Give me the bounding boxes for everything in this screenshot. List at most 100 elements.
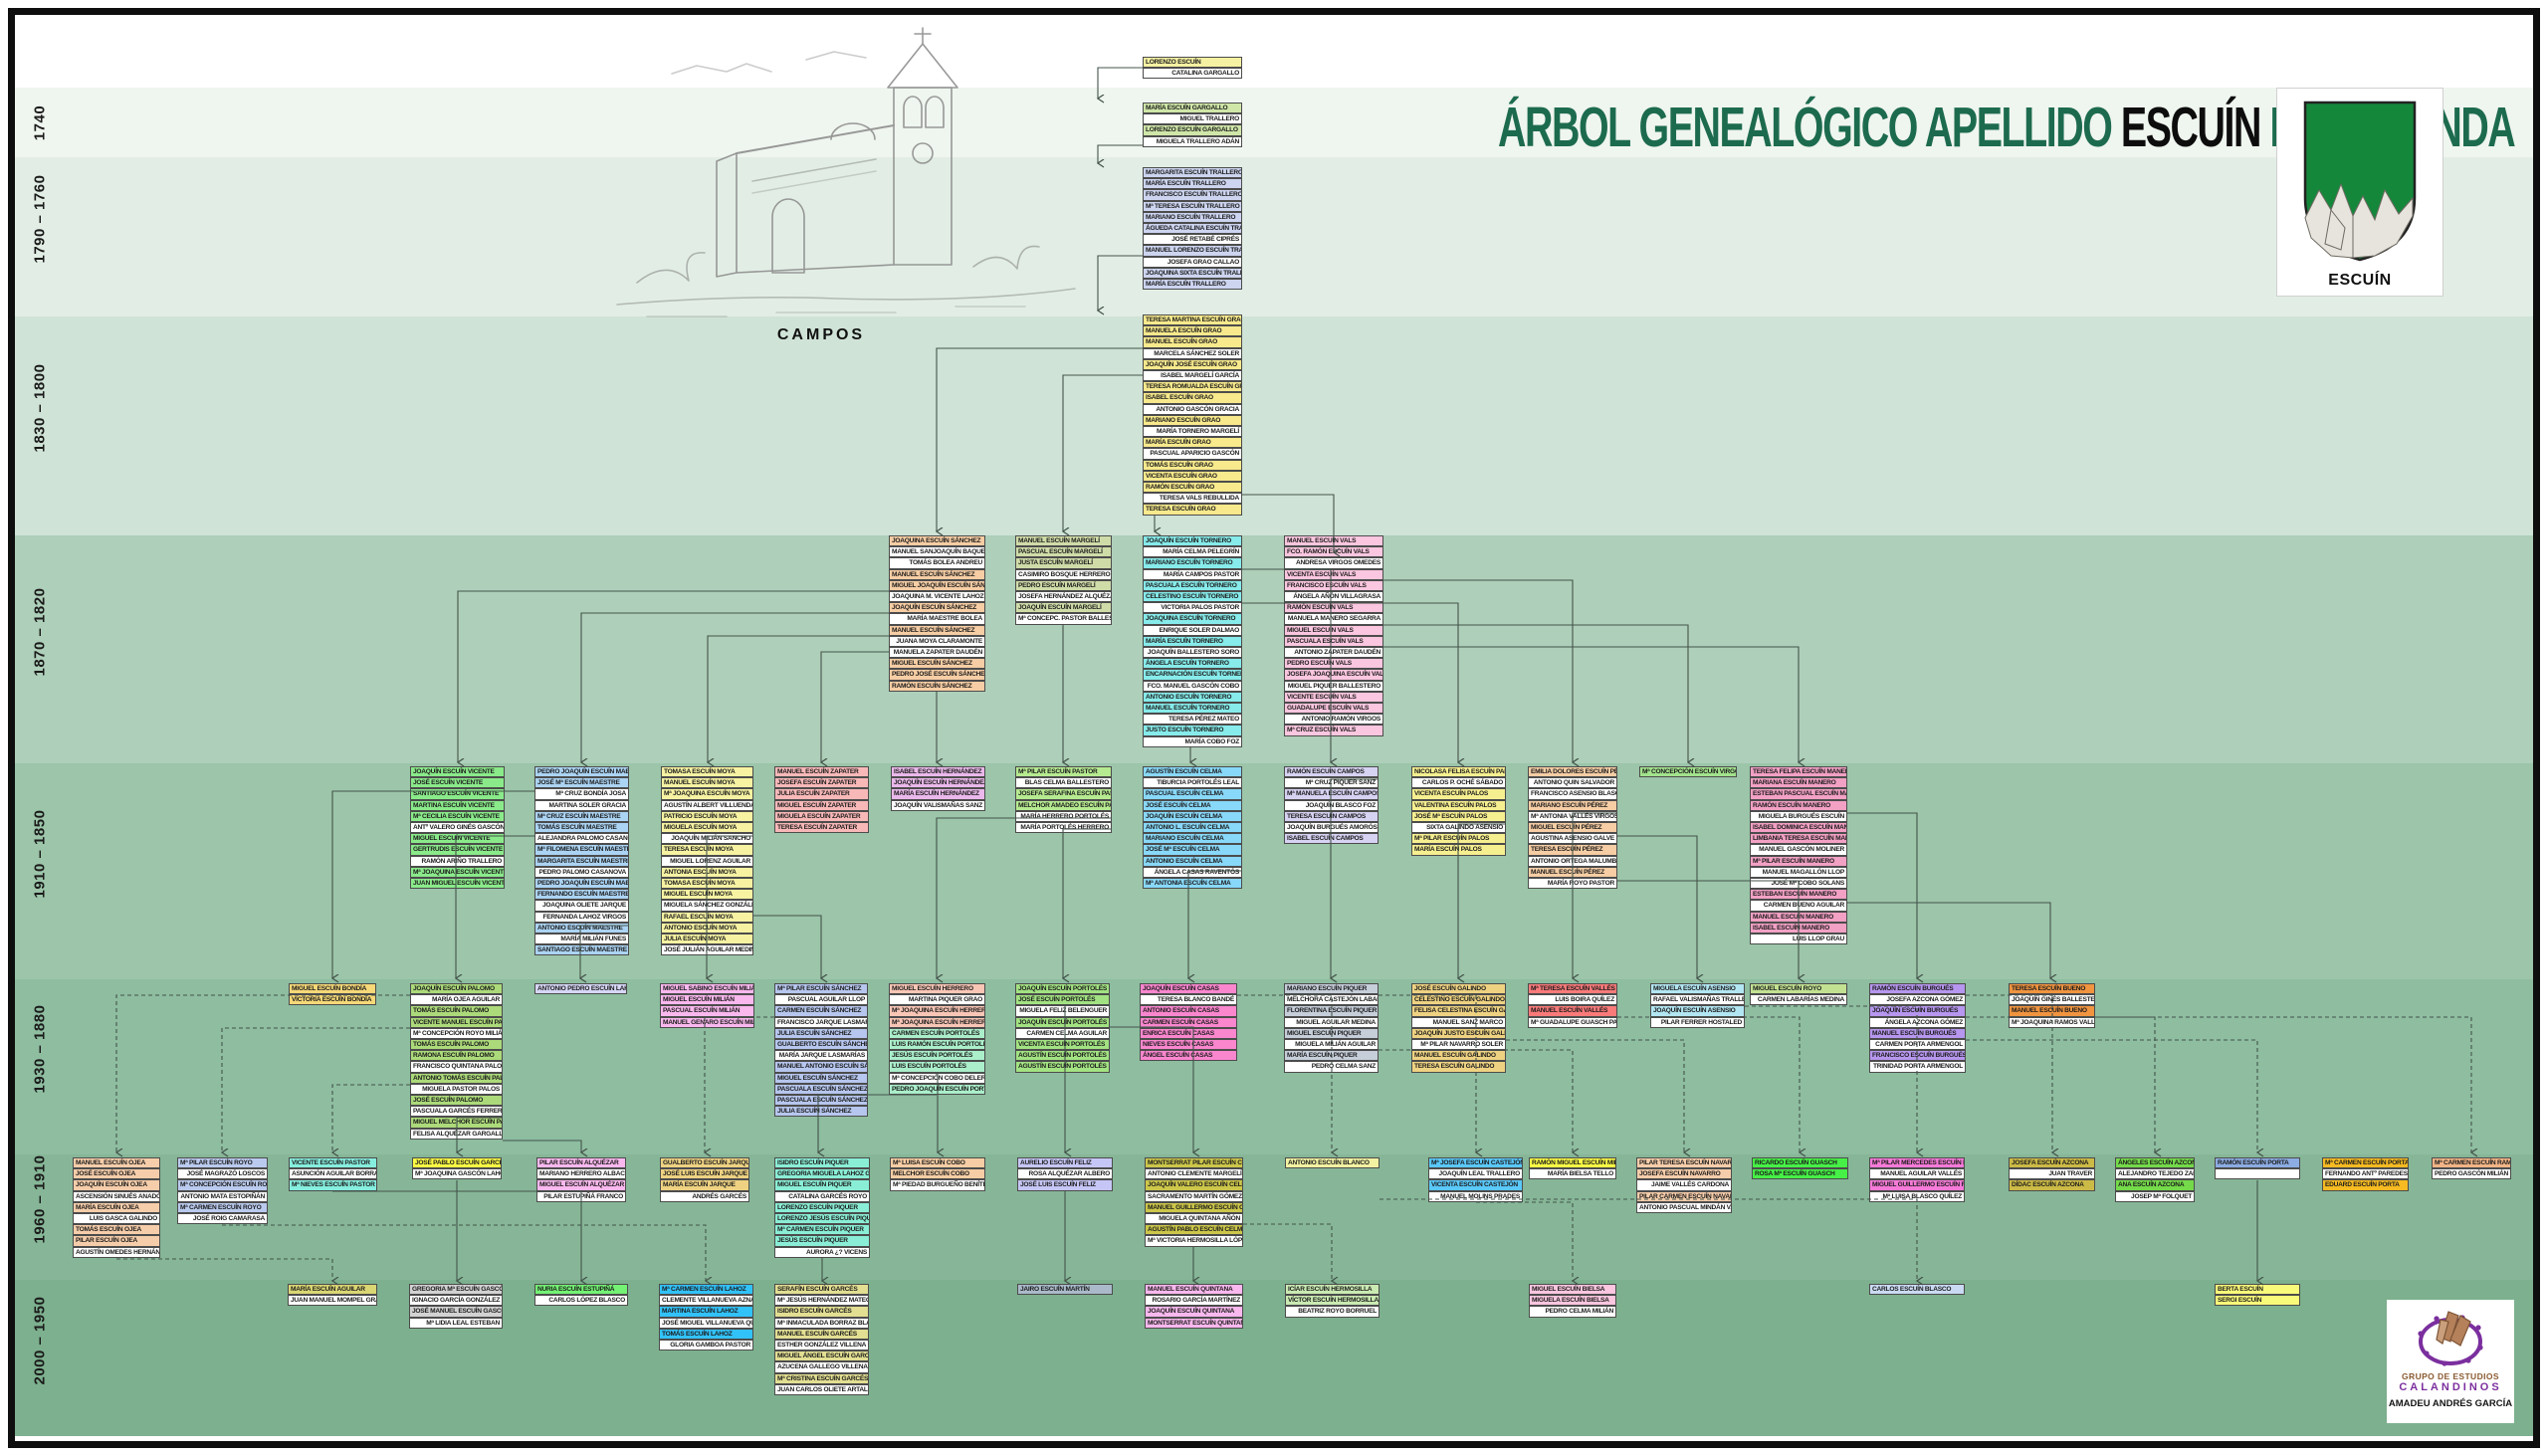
person-box: PEDRO ESCUÍN MARGELÍ: [1015, 579, 1112, 591]
person-box: MARGARITA ESCUÍN TRALLERO: [1143, 167, 1242, 179]
person-box: MELCHOR ESCUÍN COBO: [890, 1168, 985, 1180]
spouse-box: LUIS BOIRA QUÍLEZ: [1528, 994, 1617, 1006]
spouse-box: AURORA ¿? VICENS: [774, 1246, 870, 1258]
spouse-box: SACRAMENTO MARTÍN GÓMEZ: [1145, 1190, 1243, 1202]
person-box: MELCHOR AMADEO ESCUÍN PASTOR: [1015, 799, 1112, 811]
person-box: MARÍA ESCUÍN TRALLERO: [1143, 279, 1242, 291]
person-box: JOSÉ ESCUÍN GALINDO: [1411, 983, 1506, 995]
person-box: RAMÓN MIGUEL ESCUÍN MILIÁN: [1529, 1157, 1616, 1169]
spouse-box: MARÍA CAMPOS PASTOR: [1143, 568, 1242, 580]
spouse-box: MARIANO HERRERO ALBACAR: [536, 1168, 626, 1180]
person-box: MARÍA ESCUÍN TORNERO: [1143, 635, 1242, 647]
person-box: VICENTE ESCUÍN PASTOR: [289, 1157, 377, 1169]
person-box: MANUEL ESCUÍN VALLÉS: [1528, 1005, 1617, 1017]
person-box: JOSÉ ESCUÍN PORTOLÉS: [1015, 994, 1110, 1006]
person-box: PASCUAL ESCUÍN CELMA: [1143, 788, 1242, 800]
spouse-box: CARLOS LÓPEZ BLASCO: [534, 1295, 628, 1307]
spouse-box: BEATRIZ ROYO BORRUEL: [1285, 1306, 1380, 1318]
person-box: MIGUEL ESCUÍN PIQUER: [774, 1179, 870, 1191]
person-box: Mª JOAQUINA ESCUÍN MOYA: [661, 788, 753, 800]
person-box: Mª JOAQUINA ESCUÍN HERRERO: [889, 1005, 985, 1017]
shield-icon: [2303, 101, 2417, 262]
person-box: MARIANO ESCUÍN TRALLERO: [1143, 211, 1242, 223]
spouse-box: Mª PIEDAD BURGUEÑO BENÍTEZ: [890, 1179, 985, 1191]
spouse-box: CATALINA GARCÉS ROYO: [774, 1190, 870, 1202]
person-box: TERESA ROMUALDA ESCUÍN GRAO: [1143, 381, 1242, 393]
person-box: PILAR ESCUÍN ALQUÉZAR: [536, 1157, 626, 1169]
spouse-box: TIBURCIA PORTOLÉS LEAL: [1143, 777, 1242, 789]
person-box: JUSTO ESCUÍN TORNERO: [1143, 725, 1242, 736]
person-box: FELISA CELESTINA ESCUÍN GALINDO: [1411, 1005, 1506, 1017]
spouse-box: JOAQUINA OLIETE JARQUE: [534, 900, 629, 912]
person-box: MANUEL ESCUÍN OJEA: [73, 1157, 160, 1169]
spouse-box: IGNACIO GARCÍA GONZÁLEZ: [409, 1295, 503, 1307]
person-box: PASCUAL ESCUÍN MARGELÍ: [1015, 546, 1112, 558]
person-box: JOAQUÍN ESCUÍN OJEA: [73, 1179, 160, 1191]
spouse-box: MIGUEL TRALLERO: [1143, 113, 1242, 125]
person-box: Mª CARMEN ESCUÍN RAMOS: [2432, 1157, 2511, 1169]
person-box: MARTINA ESCUÍN LAHOZ: [659, 1306, 753, 1318]
person-box: Mª CRUZ ESCUÍN MAESTRE: [534, 810, 629, 822]
person-box: SERGI ESCUÍN: [2215, 1295, 2300, 1307]
spouse-box: FERNANDO ANTº PAREDES TAPIA: [2322, 1168, 2409, 1180]
spouse-box: FRANCISCO QUINTANA PALOS: [410, 1061, 503, 1073]
person-box: MIGUEL ESCUÍN ALQUÉZAR: [536, 1179, 626, 1191]
spouse-box: JOAQUINA M. VICENTE LAHOZ: [889, 591, 985, 603]
person-box: MIGUELA ESCUÍN BIELSA: [1529, 1295, 1616, 1307]
spouse-box: GLORIA GAMBOA PASTOR: [659, 1340, 753, 1352]
person-box: MANUEL GUILLERMO ESCUÍN CELMA: [1145, 1201, 1243, 1213]
person-box: Mª CRUZ ESCUÍN VALS: [1284, 725, 1383, 736]
spouse-box: TERESA BLANCO BANDÉ: [1140, 994, 1237, 1006]
spouse-box: JOSEFA HERNÁNDEZ ALQUÉZAR: [1015, 591, 1112, 603]
person-box: PILAR TERESA ESCUÍN NAVARRO: [1636, 1157, 1732, 1169]
person-box: Mª JOAQUINA ESCUÍN HERRERO: [889, 1016, 985, 1028]
spouse-box: MARÍA MAESTRE BOLEA: [889, 613, 985, 625]
person-box: JOSÉ ESCUÍN CELMA: [1143, 799, 1242, 811]
person-box: MANUEL GENARO ESCUÍN MILIÁN: [660, 1016, 754, 1028]
person-box: Mª FILOMENA ESCUÍN MAESTRE: [534, 844, 629, 856]
person-box: GREGORIA MIGUELA LAHOZ GASCÓN: [774, 1168, 870, 1180]
person-box: MIGUEL ESCUÍN VICENTE: [410, 833, 505, 845]
person-box: JOSEFA SERAFINA ESCUÍN PASTOR: [1015, 788, 1112, 800]
person-box: MARÍA ESCUÍN HERNÁNDEZ: [891, 788, 985, 800]
person-box: MIGUEL SABINO ESCUÍN MILIÁN: [660, 983, 754, 995]
spouse-box: MANUEL AGUILAR VALLÉS: [1869, 1168, 1965, 1180]
person-box: ISABEL ESCUÍN GRAO: [1143, 392, 1242, 404]
person-box: PASCUALA ESCUÍN VALS: [1284, 635, 1383, 647]
person-box: JOSÉ PABLO ESCUÍN GARCÉS: [412, 1157, 502, 1169]
person-box: Mª CARMEN ESCUÍN ROYO: [177, 1201, 268, 1213]
spouse-box: JUANA MOYA CLARAMONTE: [889, 635, 985, 647]
person-box: RAMÓN ESCUÍN SÁNCHEZ: [889, 680, 985, 692]
spouse-box: VICTORIA PALOS PASTOR: [1143, 602, 1242, 614]
person-box: Mª LUISA ESCUÍN COBO: [890, 1157, 985, 1169]
spouse-box: MIGUELA BURGUÉS ESCUÍN: [1750, 810, 1847, 822]
person-box: JULIA ESCUÍN ZAPATER: [774, 788, 869, 800]
spouse-box: JOSEFA GRAO CALLAO: [1143, 256, 1242, 268]
person-box: ISABEL DOMINICA ESCUÍN MANERO: [1750, 822, 1847, 834]
person-box: VICENTA ESCUÍN PALOS: [1411, 788, 1506, 800]
person-box: TERESA ESCUÍN GALINDO: [1411, 1061, 1506, 1073]
person-box: MANUEL ANTONIO ESCUÍN SÁNCHEZ: [774, 1061, 868, 1073]
person-box: MARÍA ESCUÍN GRAO: [1143, 437, 1242, 449]
spouse-box: ANTONIO CLEMENTE MARGELÍ: [1145, 1168, 1243, 1180]
spouse-box: MANUEL SANZ MARCO: [1411, 1016, 1506, 1028]
person-box: Mª JOAQUINA ESCUÍN VICENTE: [410, 866, 505, 878]
person-box: MIGUELA ESCUÍN ASENSIO: [1650, 983, 1745, 995]
spouse-box: PEDRO GASCÓN MILIÁN: [2432, 1168, 2511, 1180]
spouse-box: ASCENSIÓN SINUÉS ANADÓN: [73, 1190, 160, 1202]
person-box: JUAN MIGUEL ESCUÍN VICENTE: [410, 878, 505, 890]
spouse-box: JOAQUÍN BALLESTERO SORO: [1143, 647, 1242, 659]
spouse-box: MANUEL MAGALLÓN LLOP: [1750, 866, 1847, 878]
person-box: JOSEFA ESCUÍN NAVARRO: [1636, 1168, 1732, 1180]
person-box: JESÚS ESCUÍN PORTOLÉS: [889, 1050, 985, 1062]
person-box: TERESA MARTINA ESCUÍN GRAO: [1143, 314, 1242, 326]
spouse-box: Mª VICTORIA HERMOSILLA LÓPEZ: [1145, 1235, 1243, 1247]
person-box: JOAQUÍN ESCUÍN TORNERO: [1143, 535, 1242, 547]
person-box: MARÍA ESCUÍN OJEA: [73, 1201, 160, 1213]
person-box: TOMÁS ESCUÍN LAHOZ: [659, 1328, 753, 1340]
person-box: MARIANO ESCUÍN PÉREZ: [1528, 799, 1617, 811]
spouse-box: MARTINA SOLER GRACIA: [534, 799, 629, 811]
person-box: PASCUAL ESCUÍN MILIÁN: [660, 1005, 754, 1017]
person-box: Mª CARMEN ESCUÍN PORTA: [2322, 1157, 2409, 1169]
person-box: JOSÉ MANUEL ESCUÍN GASCÓN: [409, 1306, 503, 1318]
